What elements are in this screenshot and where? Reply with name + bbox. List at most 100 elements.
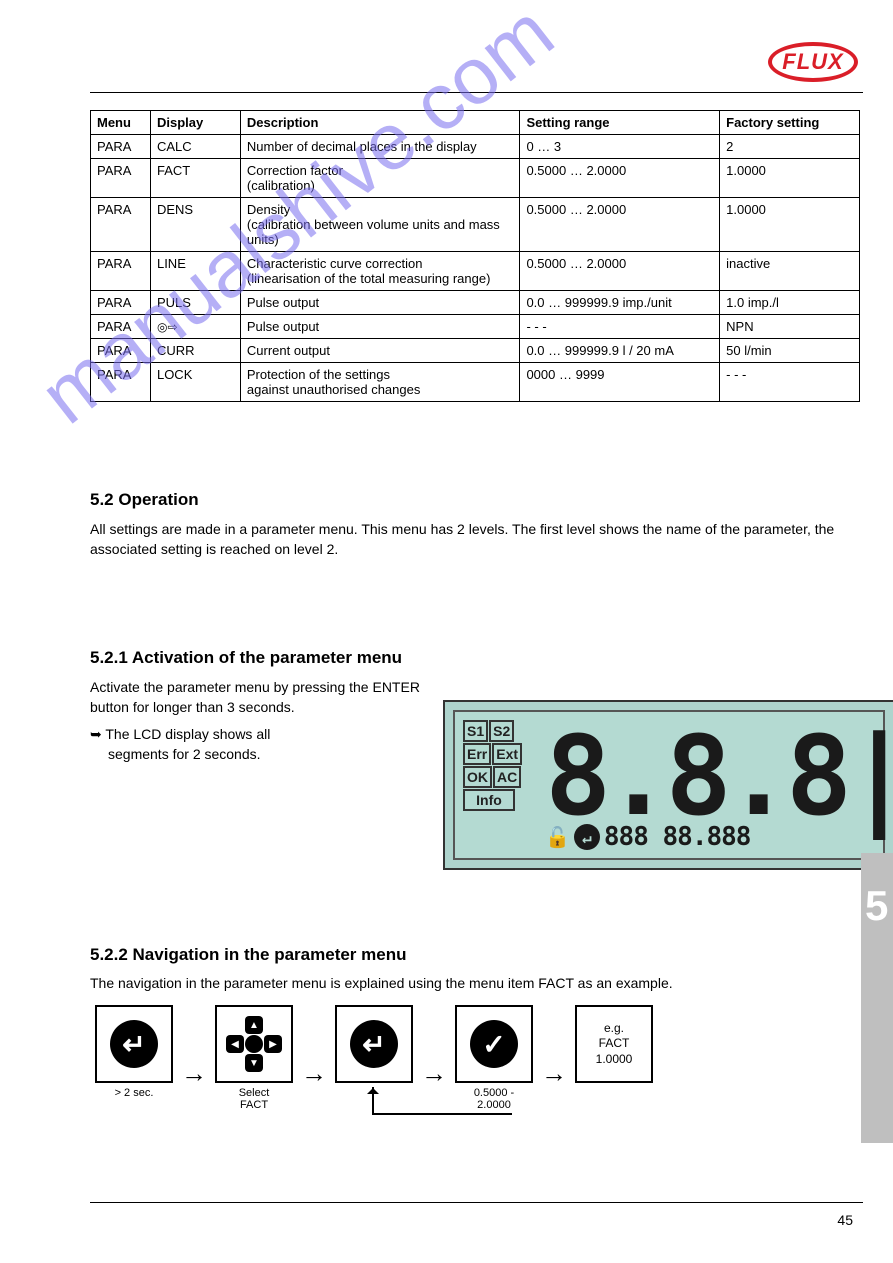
flow-step-3: ↵ xyxy=(335,1005,413,1087)
lcd-row: S1 S2 xyxy=(463,720,522,742)
cell: 0.5000 … 2.0000 xyxy=(520,252,720,291)
table-body: PARA CALC Number of decimal places in th… xyxy=(91,135,860,402)
cell: 0 … 3 xyxy=(520,135,720,159)
cell: PARA xyxy=(91,159,151,198)
flow-step-5: e.g. FACT 1.0000 xyxy=(575,1005,653,1083)
example-line-1: e.g. xyxy=(604,1021,624,1037)
arrow-right-icon: → xyxy=(181,1058,207,1089)
dpad-left-icon: ◀ xyxy=(226,1035,244,1053)
lcd-small-row: 🔓 ↵ 888 88.888 xyxy=(545,822,750,852)
cell: 0000 … 9999 xyxy=(520,363,720,402)
lcd-inner: S1 S2 Err Ext OK AC Info 8.8.8|8.8 🔓 ↵ 8… xyxy=(453,710,885,860)
cell: PARA xyxy=(91,252,151,291)
body-5-2-1: Activate the parameter menu by pressing … xyxy=(90,678,430,764)
cell: PARA xyxy=(91,315,151,339)
body-5-2-2-intro: The navigation in the parameter menu is … xyxy=(90,975,673,991)
lcd-row: Err Ext xyxy=(463,743,522,765)
cell: 0.5000 … 2.0000 xyxy=(520,198,720,252)
lcd-display: S1 S2 Err Ext OK AC Info 8.8.8|8.8 🔓 ↵ 8… xyxy=(443,700,893,870)
table-header-row: Menu Display Description Setting range F… xyxy=(91,111,860,135)
cell: Density(calibration between volume units… xyxy=(240,198,520,252)
cell: - - - xyxy=(720,363,860,402)
cell: 1.0000 xyxy=(720,159,860,198)
cell: 0.5000 … 2.0000 xyxy=(520,159,720,198)
cell: NPN xyxy=(720,315,860,339)
table-row: PARA ◎⇨ Pulse output - - - NPN xyxy=(91,315,860,339)
arrow-right-icon: → xyxy=(421,1058,447,1089)
cell: Protection of the settingsagainst unauth… xyxy=(240,363,520,402)
cell: 0.0 … 999999.9 imp./unit xyxy=(520,291,720,315)
flow-step-2: ▲ ▼ ◀ ▶ SelectFACT xyxy=(215,1005,293,1111)
flux-logo: FLUX xyxy=(768,42,858,82)
enter-button-icon: ↵ xyxy=(350,1020,398,1068)
flow-caption-2: SelectFACT xyxy=(215,1087,293,1111)
cell: Pulse output xyxy=(240,315,520,339)
cell: Current output xyxy=(240,339,520,363)
cell: PULS xyxy=(150,291,240,315)
cell: PARA xyxy=(91,339,151,363)
cell: Pulse output xyxy=(240,291,520,315)
example-line-3: 1.0000 xyxy=(596,1052,633,1068)
table-row: PARA FACT Correction factor(calibration)… xyxy=(91,159,860,198)
table-row: PARA DENS Density(calibration between vo… xyxy=(91,198,860,252)
dpad-up-icon: ▲ xyxy=(245,1016,263,1034)
lcd-label-grid: S1 S2 Err Ext OK AC Info xyxy=(463,720,522,811)
flow-loop-back-line xyxy=(372,1087,512,1115)
cell: 50 l/min xyxy=(720,339,860,363)
lcd-label-ok: OK xyxy=(463,766,492,788)
cell: 1.0 imp./l xyxy=(720,291,860,315)
body-5-2: All settings are made in a parameter men… xyxy=(90,520,853,559)
dpad-down-icon: ▼ xyxy=(245,1054,263,1072)
flow-box-enter-2: ↵ xyxy=(335,1005,413,1083)
body-5-2-1-line1: Activate the parameter menu by pressing … xyxy=(90,678,430,717)
logo-text: FLUX xyxy=(782,49,843,75)
flow-box-example: e.g. FACT 1.0000 xyxy=(575,1005,653,1083)
cell: 0.0 … 999999.9 l / 20 mA xyxy=(520,339,720,363)
cell: PARA xyxy=(91,363,151,402)
flow-loop-arrowhead-icon xyxy=(367,1082,379,1094)
heading-5-2-1: 5.2.1 Activation of the parameter menu xyxy=(90,648,402,668)
bottom-rule xyxy=(90,1202,863,1203)
lcd-big-digits: 8.8.8|8.8 xyxy=(545,712,893,840)
lcd-small-digits: 888 88.888 xyxy=(604,822,751,852)
dpad-right-icon: ▶ xyxy=(264,1035,282,1053)
example-line-2: FACT xyxy=(599,1036,630,1052)
lcd-label-ac: AC xyxy=(493,766,521,788)
cell: DENS xyxy=(150,198,240,252)
arrow-right-icon: → xyxy=(301,1058,327,1089)
flow-caption-1: > 2 sec. xyxy=(95,1087,173,1099)
cell: - - - xyxy=(520,315,720,339)
logo-ellipse: FLUX xyxy=(768,42,858,82)
table-row: PARA LOCK Protection of the settingsagai… xyxy=(91,363,860,402)
cell: FACT xyxy=(150,159,240,198)
body-5-2-1-line3: segments for 2 seconds. xyxy=(108,745,430,765)
cell: Correction factor(calibration) xyxy=(240,159,520,198)
col-range: Setting range xyxy=(520,111,720,135)
dpad-center-icon xyxy=(245,1035,263,1053)
cell: Number of decimal places in the display xyxy=(240,135,520,159)
flow-box-check: ✓ xyxy=(455,1005,533,1083)
cell: PARA xyxy=(91,291,151,315)
cell: LOCK xyxy=(150,363,240,402)
lcd-row: Info xyxy=(463,789,522,811)
heading-5-2-2: 5.2.2 Navigation in the parameter menu xyxy=(90,945,406,965)
col-display: Display xyxy=(150,111,240,135)
table-row: PARA CALC Number of decimal places in th… xyxy=(91,135,860,159)
table-row: PARA LINE Characteristic curve correctio… xyxy=(91,252,860,291)
cell-icon: ◎⇨ xyxy=(150,315,240,339)
cell: LINE xyxy=(150,252,240,291)
table-row: PARA CURR Current output 0.0 … 999999.9 … xyxy=(91,339,860,363)
lcd-label-s1: S1 xyxy=(463,720,488,742)
flow-box-dpad: ▲ ▼ ◀ ▶ xyxy=(215,1005,293,1083)
chapter-number: 5 xyxy=(865,882,883,930)
lcd-label-info: Info xyxy=(463,789,515,811)
cell: CURR xyxy=(150,339,240,363)
cell: 2 xyxy=(720,135,860,159)
enter-button-icon: ↵ xyxy=(110,1020,158,1068)
cell: CALC xyxy=(150,135,240,159)
flow-box-enter-1: ↵ xyxy=(95,1005,173,1083)
page-number: 45 xyxy=(837,1212,853,1228)
cell: PARA xyxy=(91,198,151,252)
col-description: Description xyxy=(240,111,520,135)
flow-step-1: ↵ > 2 sec. xyxy=(95,1005,173,1099)
